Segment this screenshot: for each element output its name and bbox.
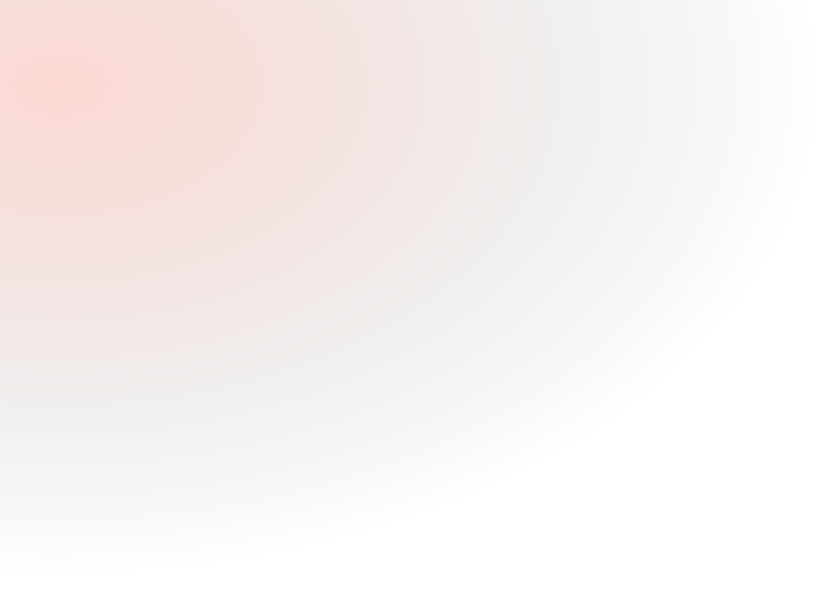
gradient-background xyxy=(0,0,820,600)
